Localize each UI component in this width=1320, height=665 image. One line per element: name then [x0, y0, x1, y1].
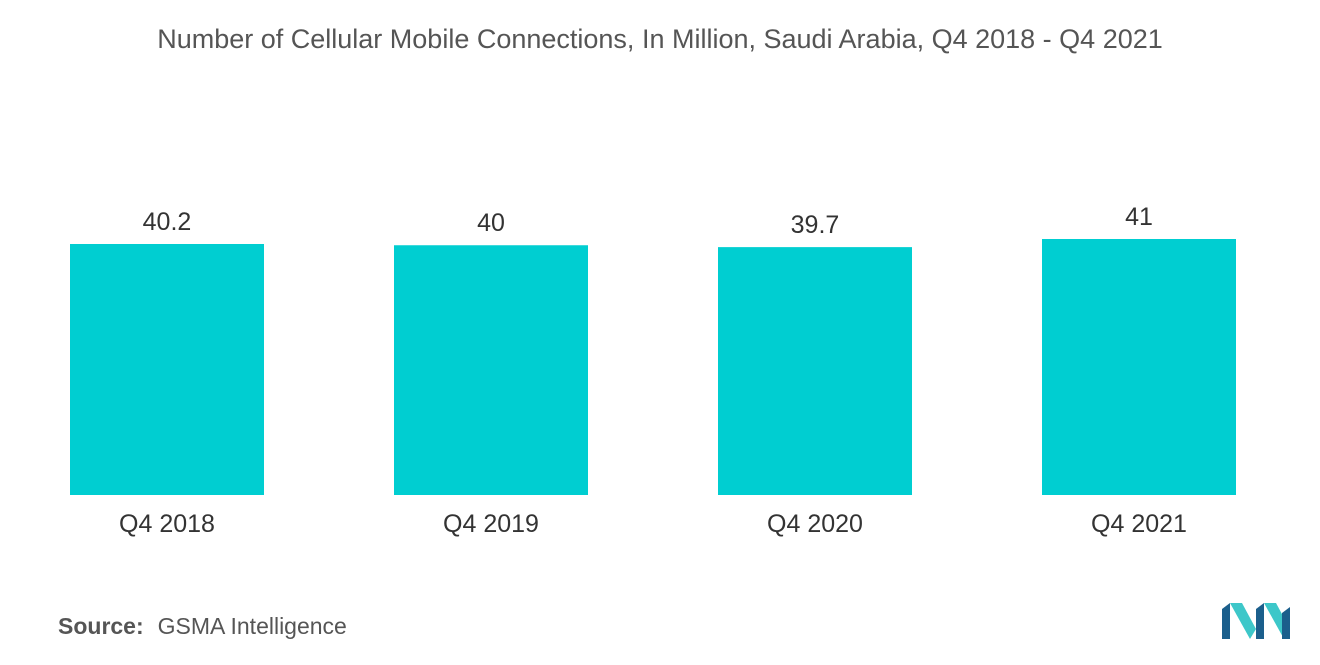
- x-tick-label: Q4 2020: [767, 510, 863, 538]
- data-labels-layer: 40.2 40 39.7 41: [143, 203, 1153, 239]
- mordor-intelligence-logo-icon: [1222, 603, 1290, 639]
- data-label: 40.2: [143, 208, 192, 236]
- x-tick-label: Q4 2018: [119, 510, 215, 538]
- logo-shape: [1256, 603, 1264, 639]
- bar-q4-2020: [718, 247, 912, 495]
- x-tick-label: Q4 2021: [1091, 510, 1187, 538]
- bar-q4-2021: [1042, 239, 1236, 495]
- logo-shape: [1230, 603, 1256, 639]
- source-text: GSMA Intelligence: [157, 613, 347, 639]
- data-label: 40: [477, 209, 505, 237]
- bars-layer: [70, 239, 1236, 495]
- data-label: 41: [1125, 203, 1153, 231]
- chart-title: Number of Cellular Mobile Connections, I…: [157, 24, 1163, 54]
- logo-shape: [1222, 603, 1230, 639]
- x-tick-labels-layer: Q4 2018 Q4 2019 Q4 2020 Q4 2021: [119, 510, 1187, 538]
- data-label: 39.7: [791, 211, 840, 239]
- logo-shape: [1282, 607, 1290, 639]
- source-label: Source:: [58, 613, 144, 639]
- source-note: Source: GSMA Intelligence: [58, 613, 347, 640]
- bar-q4-2018: [70, 243, 264, 495]
- x-tick-label: Q4 2019: [443, 510, 539, 538]
- bar-q4-2019: [394, 245, 588, 495]
